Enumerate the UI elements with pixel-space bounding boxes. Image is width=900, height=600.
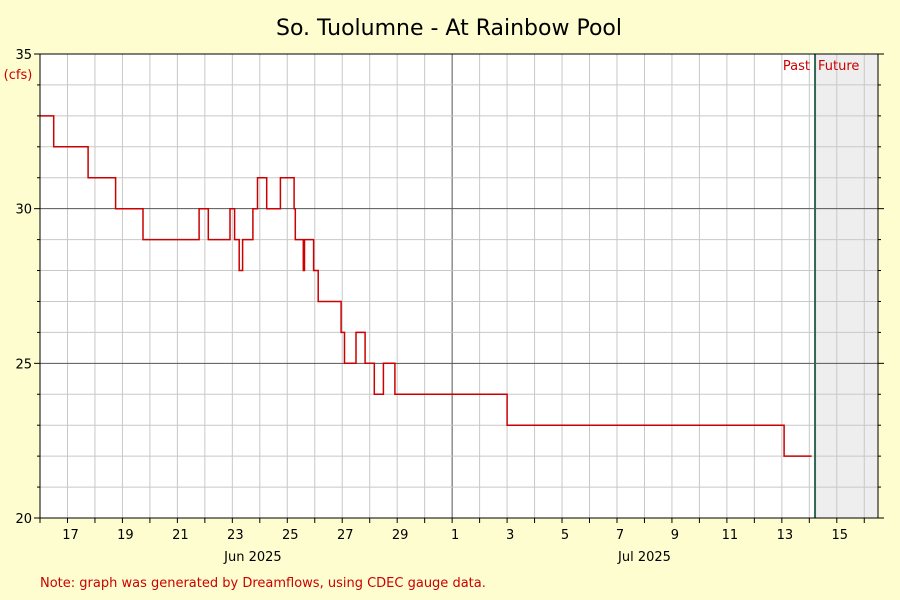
x-tick-label: 21 xyxy=(172,528,189,543)
future-region xyxy=(815,54,878,518)
plot-frame xyxy=(39,53,879,519)
series-line-0 xyxy=(40,115,812,457)
x-tick-label: 25 xyxy=(282,528,299,543)
x-tick-label: 9 xyxy=(671,528,679,543)
footnote: Note: graph was generated by Dreamflows,… xyxy=(40,576,486,591)
grid xyxy=(39,54,878,518)
x-tick-label: 11 xyxy=(722,528,739,543)
y-tick-label: 35 xyxy=(15,48,32,63)
y-axis-unit: (cfs) xyxy=(4,68,33,83)
x-tick-label: 13 xyxy=(777,528,794,543)
x-tick-label: 19 xyxy=(117,528,134,543)
x-tick-label: 5 xyxy=(561,528,569,543)
x-tick-label: 15 xyxy=(832,528,849,543)
x-tick-label: 3 xyxy=(506,528,514,543)
x-tick-label: 27 xyxy=(337,528,354,543)
x-tick-label: 23 xyxy=(227,528,244,543)
month-label: Jul 2025 xyxy=(617,550,671,565)
x-tick-label: 1 xyxy=(451,528,459,543)
plot-background xyxy=(40,54,878,518)
x-tick-label: 29 xyxy=(392,528,409,543)
past-label: Past xyxy=(783,59,810,74)
x-tick-label: 17 xyxy=(62,528,79,543)
x-tick-label: 7 xyxy=(616,528,624,543)
axes xyxy=(34,53,884,523)
future-label: Future xyxy=(818,59,859,74)
chart-title: So. Tuolumne - At Rainbow Pool xyxy=(276,16,622,41)
month-label: Jun 2025 xyxy=(223,550,282,565)
y-tick-label: 20 xyxy=(15,512,32,527)
y-tick-label: 25 xyxy=(15,357,32,372)
plot-area xyxy=(40,54,878,518)
series xyxy=(40,54,817,518)
y-tick-label: 30 xyxy=(15,203,32,218)
